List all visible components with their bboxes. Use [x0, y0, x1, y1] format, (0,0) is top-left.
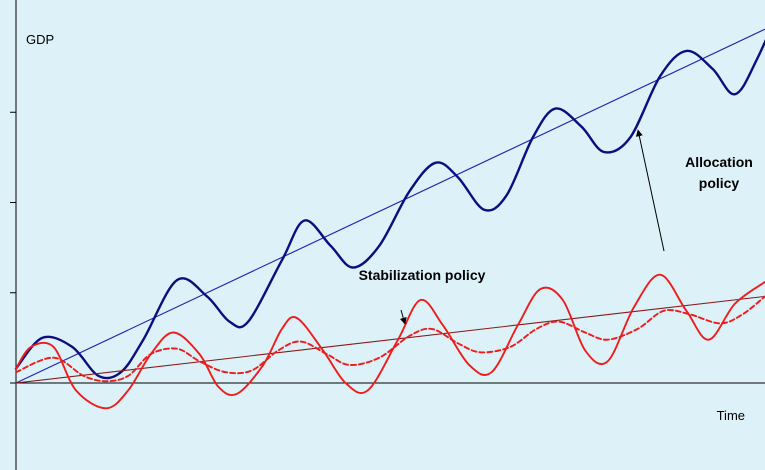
allocation-arrow [635, 129, 665, 252]
stabilization-arrow [399, 309, 407, 325]
annotation-stabilization-policy: Stabilization policy [359, 267, 486, 283]
series-low-growth-cycle-damped [15, 295, 765, 383]
series-layer [14, 28, 765, 410]
annotation-layer: GDP Time Stabilization policy Allocation… [26, 32, 753, 423]
annotation-allocation-line2: policy [699, 175, 740, 191]
annotation-allocation-line1: Allocation [685, 154, 753, 170]
series-low-growth-cycle-large [15, 273, 765, 410]
axes-layer [10, 0, 765, 470]
series-high-growth-trend [15, 28, 765, 384]
y-axis-label: GDP [26, 32, 54, 47]
series-high-growth-cycle [14, 39, 765, 380]
x-axis-label: Time [717, 408, 745, 423]
series-low-growth-trend [15, 295, 765, 384]
